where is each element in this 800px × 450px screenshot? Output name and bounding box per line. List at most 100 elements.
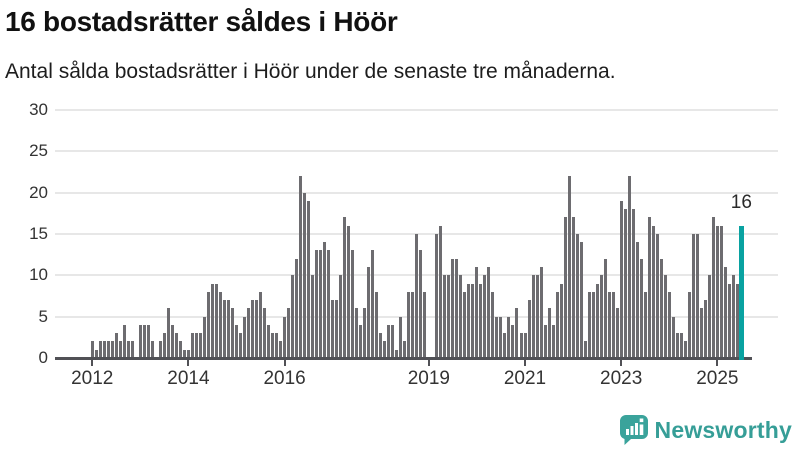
bar — [182, 349, 186, 360]
bar — [515, 308, 519, 360]
page-title: 16 bostadsrätter såldes i Höör — [5, 6, 398, 37]
bar — [355, 308, 359, 360]
bar — [579, 242, 583, 360]
bar — [567, 176, 571, 360]
bar — [583, 341, 587, 360]
x-tick — [524, 360, 526, 366]
bar — [627, 176, 631, 360]
bar — [679, 333, 683, 360]
bar — [691, 233, 695, 360]
bar — [655, 233, 659, 360]
bar — [170, 324, 174, 360]
bar — [563, 217, 567, 360]
bar — [575, 233, 579, 360]
bar — [130, 341, 134, 360]
bar — [287, 308, 291, 360]
bar — [323, 242, 327, 360]
bar — [667, 291, 671, 360]
newsworthy-icon — [619, 415, 648, 445]
bar — [551, 324, 555, 360]
bar — [303, 192, 307, 360]
bar — [491, 291, 495, 360]
bar — [463, 291, 467, 360]
bar — [511, 324, 515, 360]
bar — [363, 308, 367, 360]
bar — [263, 308, 267, 360]
bar — [707, 275, 711, 360]
bar — [162, 333, 166, 360]
bar — [275, 333, 279, 360]
bar — [535, 275, 539, 360]
bar — [251, 300, 255, 360]
bar — [315, 250, 319, 360]
bar — [467, 283, 471, 360]
bar — [555, 291, 559, 360]
bar — [471, 283, 475, 360]
bar — [603, 258, 607, 360]
bar — [675, 333, 679, 360]
bar — [487, 267, 491, 360]
bar — [495, 316, 499, 360]
bar — [146, 324, 150, 360]
bar — [347, 225, 351, 360]
bar — [106, 341, 110, 360]
bar — [663, 275, 667, 360]
bar — [615, 308, 619, 360]
bar — [519, 333, 523, 360]
bar — [335, 300, 339, 360]
bar — [451, 258, 455, 360]
x-axis-label: 2023 — [600, 368, 643, 389]
bar — [731, 275, 735, 360]
bar — [619, 200, 623, 360]
bar — [571, 217, 575, 360]
bar — [255, 300, 259, 360]
y-axis-label: 5 — [38, 306, 48, 326]
bar — [126, 341, 130, 360]
bar — [423, 291, 427, 360]
bar — [319, 250, 323, 360]
bar — [531, 275, 535, 360]
bar — [198, 333, 202, 360]
bar — [194, 333, 198, 360]
bar — [699, 308, 703, 360]
bar — [635, 242, 639, 360]
bar — [435, 233, 439, 360]
bar — [267, 324, 271, 360]
bar — [415, 233, 419, 360]
bar — [178, 341, 182, 360]
bar — [375, 291, 379, 360]
bar — [455, 258, 459, 360]
bar — [407, 291, 411, 360]
bar — [659, 258, 663, 360]
bar — [443, 275, 447, 360]
bar — [643, 291, 647, 360]
bar — [703, 300, 707, 360]
chart-subtitle: Antal sålda bostadsrätter i Höör under d… — [5, 60, 616, 83]
bar — [351, 250, 355, 360]
bar — [110, 341, 114, 360]
x-axis-label: 2012 — [71, 368, 114, 389]
bar — [387, 324, 391, 360]
x-tick — [91, 360, 94, 366]
bar — [607, 291, 611, 360]
bar — [247, 308, 251, 360]
bar — [623, 209, 627, 360]
bar — [611, 291, 615, 360]
y-axis-label: 25 — [29, 141, 48, 161]
bar — [631, 209, 635, 360]
bar — [439, 225, 443, 360]
x-axis-label: 2014 — [167, 368, 210, 389]
bar — [138, 324, 142, 360]
bar — [639, 258, 643, 360]
bar — [311, 275, 315, 360]
bar — [259, 291, 263, 360]
x-axis-label: 2016 — [263, 368, 306, 389]
bar — [539, 267, 543, 360]
newsworthy-wordmark: Newsworthy — [654, 416, 792, 443]
bar — [279, 341, 283, 360]
bar — [475, 267, 479, 360]
bar — [243, 316, 247, 360]
bar — [174, 333, 178, 360]
bar — [395, 349, 399, 360]
bar — [114, 333, 118, 360]
